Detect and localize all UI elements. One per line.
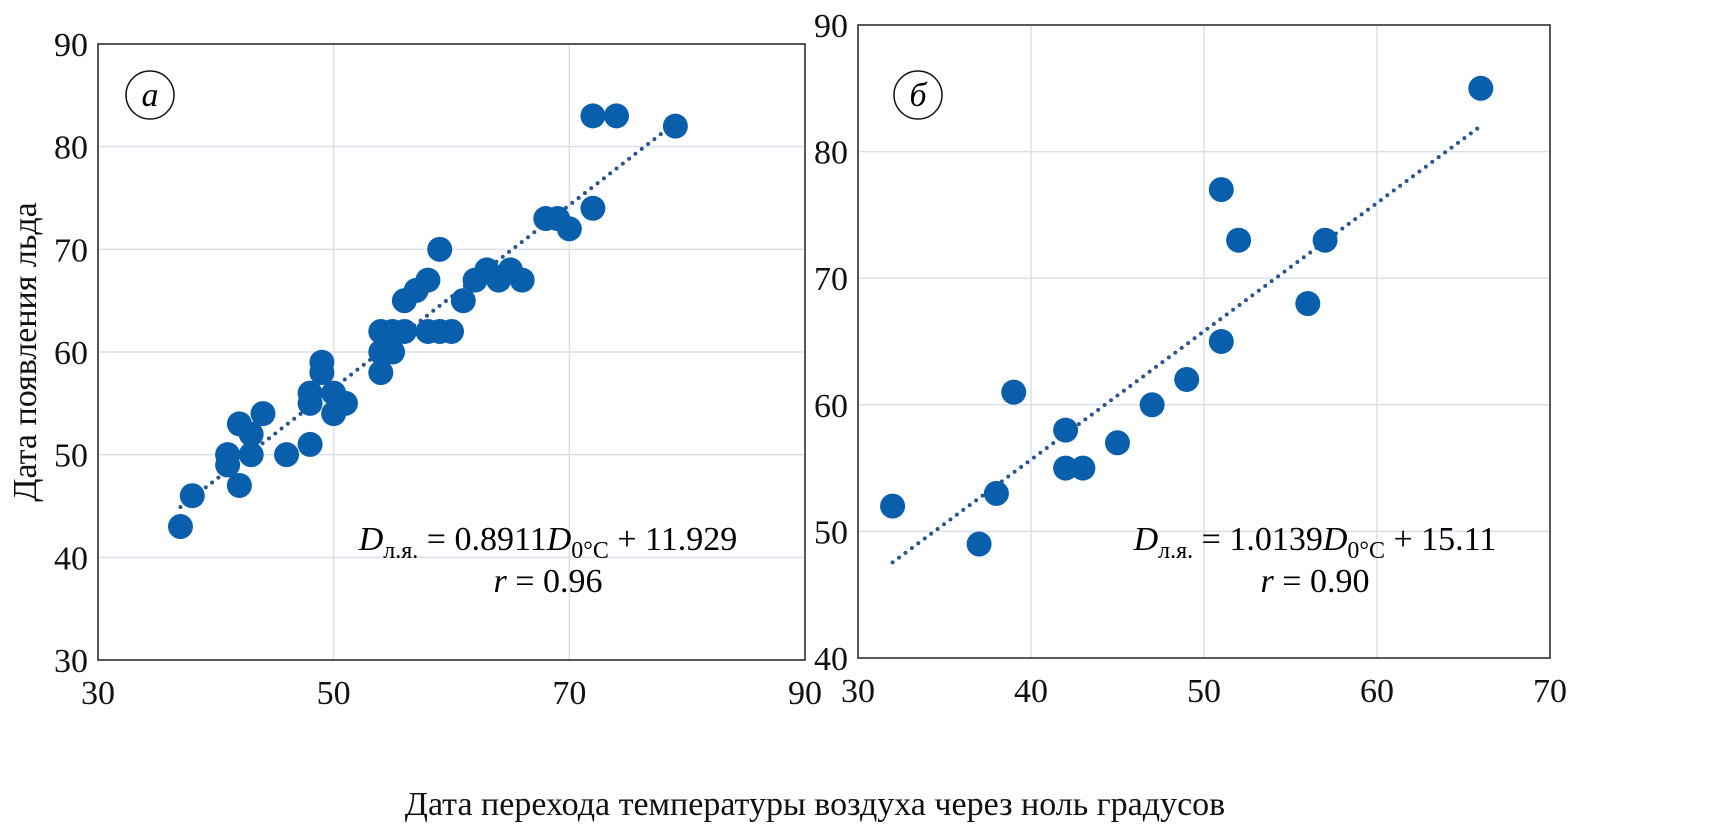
panel-label-circle (125, 70, 175, 120)
data-point (226, 472, 252, 498)
data-point (966, 531, 992, 557)
r-symbol: r (494, 563, 508, 600)
y-tick-label: 50 (54, 438, 88, 475)
data-point (297, 431, 323, 457)
data-point (309, 349, 335, 375)
data-point (1139, 392, 1165, 418)
data-point (580, 195, 606, 221)
data-point (1001, 379, 1027, 405)
y-tick-label: 70 (54, 232, 88, 269)
panel-label: б (909, 77, 928, 114)
data-point (1053, 455, 1079, 481)
data-point (415, 267, 441, 293)
data-point (1312, 227, 1338, 253)
equation-part: 0°C (571, 538, 609, 564)
data-point (179, 483, 205, 509)
x-axis-label: Дата перехода температуры воздуха через … (405, 786, 1225, 823)
data-point (238, 442, 264, 468)
equation-part: D (1322, 521, 1348, 558)
panel-label-circle (893, 70, 943, 120)
data-point (1468, 75, 1494, 101)
data-point (250, 401, 276, 427)
data-point (1053, 417, 1079, 443)
data-point (1174, 366, 1200, 392)
correlation-coefficient: r = 0.96 (494, 563, 603, 600)
equation-part: D (546, 521, 572, 558)
data-point (427, 236, 453, 262)
y-tick-label: 90 (814, 8, 848, 45)
plot-frame (97, 43, 806, 661)
data-point (1070, 455, 1096, 481)
y-tick-label: 60 (54, 335, 88, 372)
data-point (368, 360, 394, 386)
trendline (890, 123, 1483, 565)
y-tick-label: 30 (54, 643, 88, 680)
data-point (1208, 177, 1234, 203)
data-point (662, 113, 688, 139)
x-tick-label: 30 (841, 673, 875, 710)
data-point (1208, 329, 1234, 354)
data-point (509, 267, 535, 293)
data-point (297, 380, 323, 406)
equation-part: + 11.929 (609, 521, 737, 558)
y-tick-label: 90 (54, 27, 88, 64)
data-point (603, 103, 629, 129)
trendline (178, 120, 678, 510)
data-point (380, 339, 406, 365)
x-tick-label: 50 (1187, 673, 1221, 710)
y-tick-label: 80 (54, 130, 88, 167)
data-point (167, 514, 193, 540)
data-point (215, 442, 241, 468)
x-tick-label: 50 (317, 675, 351, 712)
data-point (238, 421, 264, 447)
y-tick-label: 40 (54, 540, 88, 577)
x-tick-label: 70 (552, 675, 586, 712)
x-tick-label: 30 (81, 675, 115, 712)
y-tick-label: 80 (814, 135, 848, 172)
data-point (1105, 430, 1130, 456)
data-point (1295, 291, 1321, 317)
y-tick-label: 70 (814, 261, 848, 298)
r-symbol: r (1261, 563, 1275, 600)
equation-part: 0°C (1347, 538, 1385, 564)
equation-part: л.я. (1158, 538, 1193, 564)
data-point (391, 318, 417, 344)
data-point (332, 390, 358, 416)
y-tick-label: 50 (814, 514, 848, 551)
x-tick-label: 70 (1533, 673, 1567, 710)
y-tick-label: 40 (814, 641, 848, 678)
r-value: = 0.96 (507, 563, 603, 600)
r-value: = 0.90 (1274, 563, 1370, 600)
x-tick-label: 90 (788, 675, 822, 712)
data-point (1226, 227, 1252, 253)
data-point (580, 103, 606, 129)
data-point (274, 442, 300, 468)
equation-part: = 0.8911 (418, 521, 546, 558)
data-point (556, 216, 582, 242)
equation-part: D (358, 521, 384, 558)
equation-part: D (1133, 521, 1159, 558)
equation-part: л.я. (383, 538, 418, 564)
data-point (450, 288, 476, 314)
x-tick-label: 60 (1360, 673, 1394, 710)
y-axis-label: Дата появления льда (7, 202, 44, 502)
correlation-coefficient: r = 0.90 (1261, 563, 1370, 600)
equation-part: = 1.0139 (1193, 521, 1323, 558)
plot-frame (857, 24, 1551, 659)
equation-part: + 15.11 (1385, 521, 1496, 558)
regression-equation: Dл.я. = 0.8911D0°C + 11.929 (358, 521, 738, 564)
data-point (983, 480, 1009, 506)
data-point (880, 493, 906, 519)
panel-label: а (142, 77, 159, 114)
y-tick-label: 60 (814, 388, 848, 425)
x-tick-label: 40 (1014, 673, 1048, 710)
regression-equation: Dл.я. = 1.0139D0°C + 15.11 (1133, 521, 1497, 564)
data-point (439, 318, 464, 344)
